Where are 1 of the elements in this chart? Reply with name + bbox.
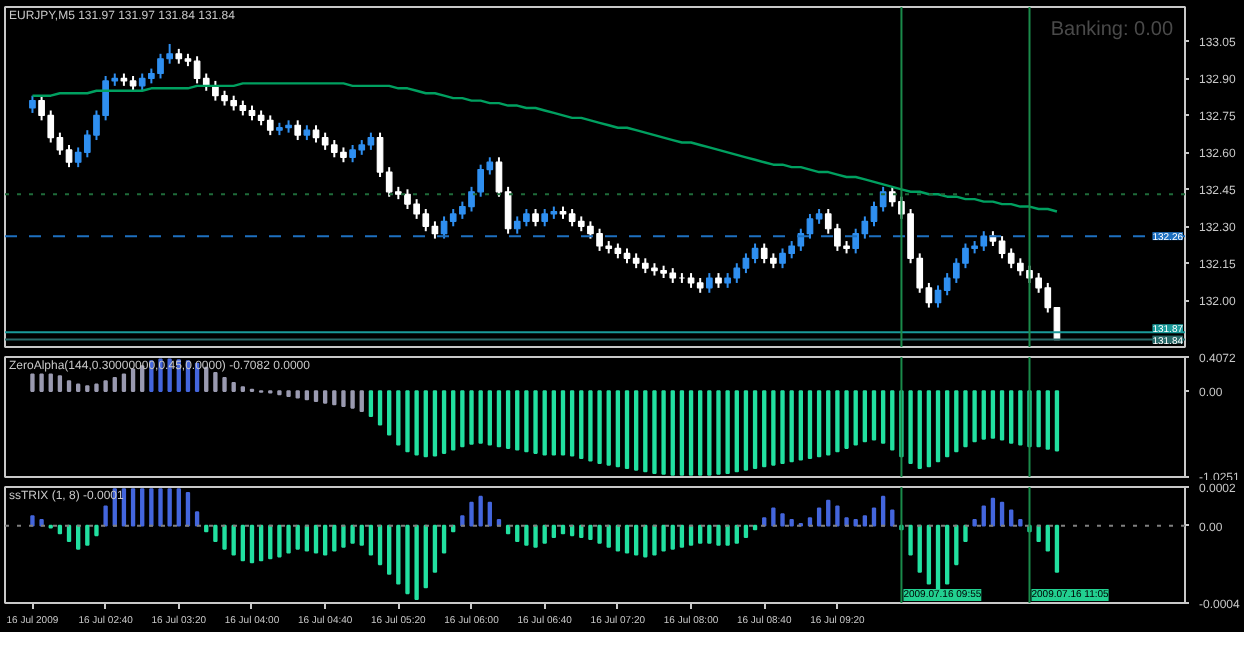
annotation: Banking: 0.00 [1050,19,1174,41]
